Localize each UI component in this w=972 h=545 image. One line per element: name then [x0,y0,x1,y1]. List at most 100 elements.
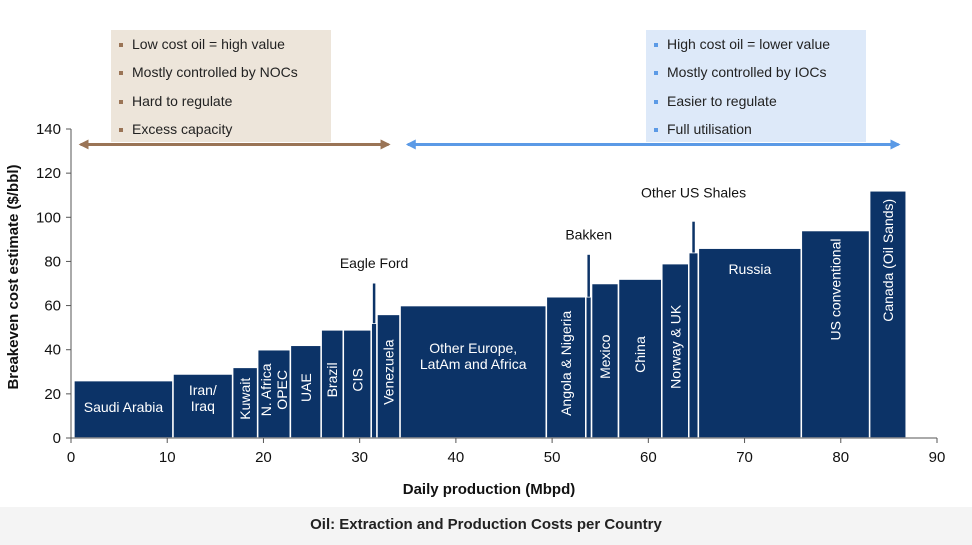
bar-label-line: N. Africa [258,363,274,416]
annotation-label: Bakken [565,226,612,242]
bullet-icon [654,43,658,47]
note-text: Easier to regulate [667,92,777,109]
y-axis-label: Breakeven cost estimate ($/bbl) [5,164,22,389]
bar-label-line: Kuwait [237,378,253,420]
x-tick-label: 40 [448,449,465,466]
x-tick-label: 10 [159,449,176,466]
bullet-icon [119,127,123,132]
low-cost-note: Mostly controlled by NOCs [119,64,321,92]
bar [231,366,259,439]
bar [687,251,700,439]
bar-label: CIS [349,368,365,391]
bar [590,282,620,439]
bar-label: Mexico [597,334,613,379]
bullet-icon [654,127,658,132]
annotation-label: Other US Shales [641,184,746,200]
x-tick-label: 20 [255,449,272,466]
bar-label: Brazil [324,362,340,397]
bar-label: Russia [728,261,771,277]
note-text: Mostly controlled by IOCs [667,64,827,81]
bullet-icon [119,71,123,76]
low-cost-note: Low cost oil = high value [119,36,321,64]
high-cost-notes-box: High cost oil = lower value Mostly contr… [646,30,866,142]
bar-label-line: US conventional [827,239,843,341]
bar-label: Saudi Arabia [84,399,164,415]
bar-label-line: CIS [349,368,365,391]
bar-label-line: Venezuela [381,339,397,405]
y-tick-label: 20 [44,386,61,403]
bar-label: US conventional [827,239,843,341]
bar-label-line: Russia [728,261,771,277]
low-cost-note: Excess capacity [119,121,321,149]
note-text: Low cost oil = high value [132,36,285,52]
x-tick-label: 30 [351,449,368,466]
bar [697,247,803,439]
note-text: Mostly controlled by NOCs [132,64,298,81]
x-tick-label: 0 [67,449,75,466]
bar-label: Iran/Iraq [189,382,217,414]
note-text: Excess capacity [132,120,233,137]
bar [289,344,322,439]
x-axis-label: Daily production (Mbpd) [403,481,575,498]
bar [661,262,690,439]
high-cost-note: High cost oil = lower value [654,36,856,64]
note-text: High cost oil = lower value [667,36,831,52]
bar-label: Other Europe, LatAm and Africa [420,340,527,372]
bar-label: Angola & Nigeria [558,311,574,416]
bar-label-line: Norway & UK [667,304,683,389]
bar-label: Venezuela [381,339,397,405]
bar-label-line: LatAm and Africa [420,356,527,372]
bar [545,295,587,439]
bar-label: Norway & UK [667,304,683,389]
high-cost-note: Easier to regulate [654,93,856,121]
y-tick-label: 40 [44,342,61,359]
bar-label-line: Saudi Arabia [84,399,164,415]
x-tick-label: 60 [640,449,657,466]
bullet-icon [119,99,123,104]
bar [370,322,378,439]
bar-label-line: China [632,336,648,373]
bar-label-line: Canada (Oil Sands) [880,199,896,322]
y-tick-label: 120 [36,165,61,182]
bar [73,379,174,439]
bar-label-line: OPEC [274,370,290,410]
bar-label-line: Brazil [324,362,340,397]
note-text: Full utilisation [667,120,752,137]
y-tick-label: 140 [36,121,61,138]
axes-layer: 0 20 40 60 80 100 120 140 0 10 20 30 40 50 60 70 80 90 [36,121,945,466]
bullet-icon [654,71,658,76]
bar-label: Canada (Oil Sands) [880,199,896,322]
bar [585,295,593,439]
bar-label: Kuwait [237,378,253,420]
bar-label-line: Iraq [191,398,215,414]
bar-label-line: Iran/ [189,382,217,398]
high-cost-note: Mostly controlled by IOCs [654,64,856,92]
y-tick-label: 60 [44,298,61,315]
bar [617,278,663,439]
annotations-layer: Eagle Ford Bakken Other US Shales [340,184,746,324]
note-text: Hard to regulate [132,92,233,109]
bar [342,329,372,439]
bar-label: N. AfricaOPEC [258,363,290,416]
bar-label-line: Other Europe, [429,340,517,356]
bar-label-line: Angola & Nigeria [558,311,574,416]
bar-label: UAE [298,373,314,402]
bar-label-line: UAE [298,373,314,402]
bar [868,190,907,439]
low-cost-notes-box: Low cost oil = high value Mostly control… [111,30,331,142]
low-cost-note: Hard to regulate [119,93,321,121]
annotation-label: Eagle Ford [340,255,408,271]
caption-band [0,507,972,545]
y-tick-label: 80 [44,253,61,270]
x-tick-label: 80 [832,449,849,466]
bars-layer: Saudi Arabia Iran/Iraq Kuwait N. AfricaOPEC… [73,190,907,439]
bar [399,304,548,439]
bullet-icon [119,43,123,47]
high-cost-note: Full utilisation [654,121,856,149]
bullet-icon [654,99,658,104]
x-tick-label: 70 [736,449,753,466]
x-tick-label: 90 [929,449,946,466]
y-tick-label: 0 [53,430,61,447]
bar-label-line: Mexico [597,334,613,379]
